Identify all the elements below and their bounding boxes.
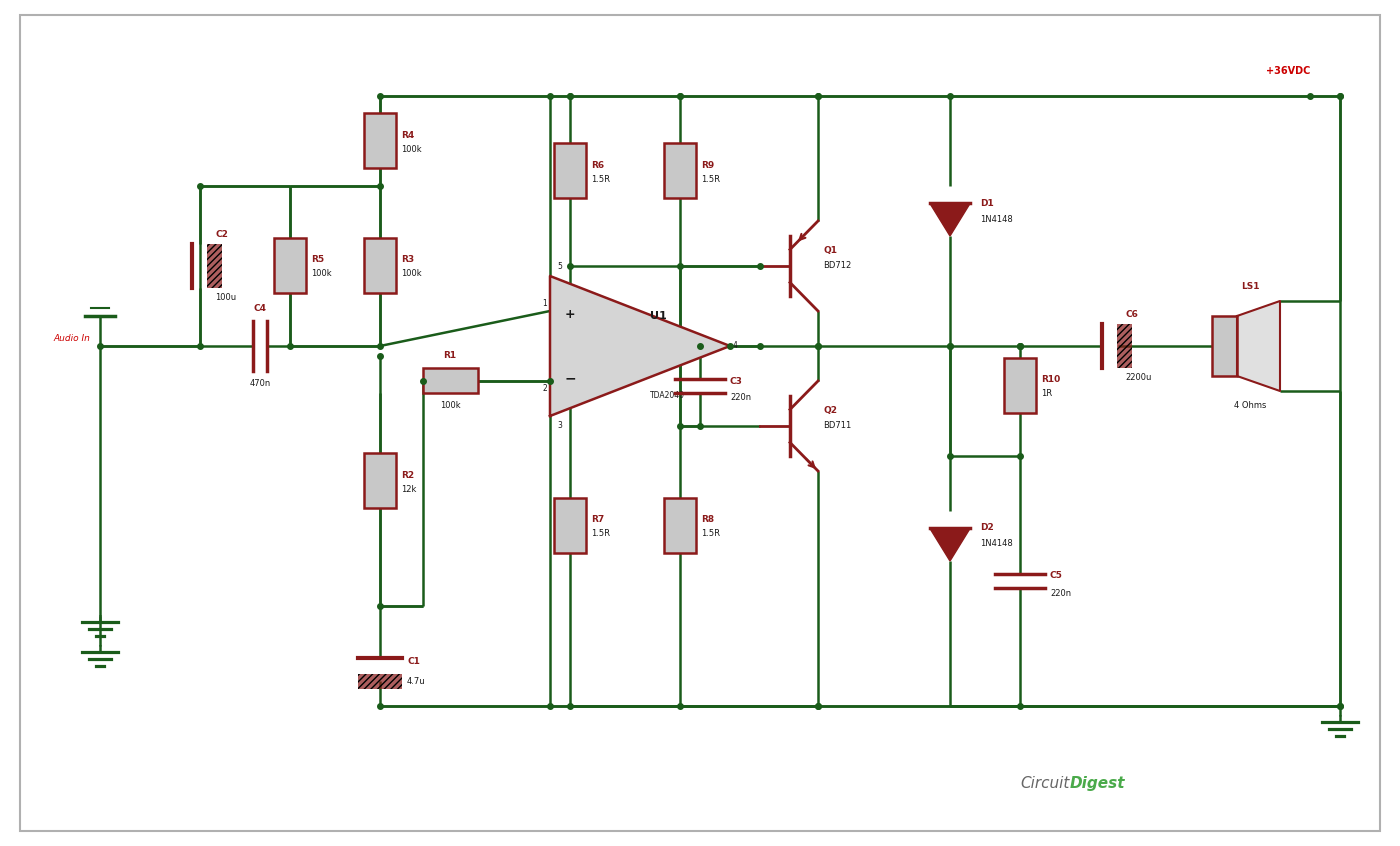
Text: 4.7u: 4.7u bbox=[407, 677, 426, 685]
Bar bbox=[364, 239, 396, 294]
Text: 2200u: 2200u bbox=[1126, 373, 1151, 382]
Text: R7: R7 bbox=[591, 515, 605, 525]
Polygon shape bbox=[930, 204, 970, 236]
Bar bbox=[554, 144, 587, 199]
Text: 100u: 100u bbox=[216, 293, 237, 302]
Text: 100k: 100k bbox=[400, 270, 421, 278]
Text: BD711: BD711 bbox=[823, 421, 851, 431]
Bar bbox=[358, 674, 402, 689]
Text: D2: D2 bbox=[980, 524, 994, 532]
Text: 470n: 470n bbox=[249, 379, 270, 388]
Text: 100k: 100k bbox=[440, 402, 461, 410]
Text: R5: R5 bbox=[311, 255, 325, 265]
Text: Audio In: Audio In bbox=[53, 334, 90, 343]
Bar bbox=[423, 369, 477, 393]
Text: −: − bbox=[566, 371, 577, 385]
Bar bbox=[664, 498, 696, 553]
Polygon shape bbox=[550, 276, 729, 416]
Text: 100k: 100k bbox=[311, 270, 332, 278]
Text: R3: R3 bbox=[400, 255, 414, 265]
Text: 1: 1 bbox=[542, 299, 547, 308]
Text: R6: R6 bbox=[591, 161, 605, 169]
Text: +36VDC: +36VDC bbox=[1266, 66, 1310, 76]
Text: LS1: LS1 bbox=[1240, 282, 1259, 291]
Text: Q1: Q1 bbox=[823, 246, 837, 255]
Text: R10: R10 bbox=[1042, 376, 1060, 384]
Text: R2: R2 bbox=[400, 470, 414, 480]
Text: C4: C4 bbox=[253, 304, 266, 313]
Bar bbox=[207, 244, 221, 288]
Polygon shape bbox=[1238, 301, 1280, 391]
Bar bbox=[1212, 316, 1238, 376]
Bar bbox=[364, 453, 396, 508]
Text: 1.5R: 1.5R bbox=[591, 174, 610, 184]
Bar bbox=[1117, 324, 1131, 368]
Text: D1: D1 bbox=[980, 199, 994, 207]
Text: 12k: 12k bbox=[400, 485, 416, 493]
Text: R9: R9 bbox=[701, 161, 714, 169]
Text: Q2: Q2 bbox=[823, 406, 837, 415]
Text: TDA2040: TDA2040 bbox=[650, 392, 685, 400]
Text: 3: 3 bbox=[557, 421, 563, 430]
Text: 1N4148: 1N4148 bbox=[980, 540, 1012, 548]
Text: 1.5R: 1.5R bbox=[701, 530, 720, 539]
Text: R4: R4 bbox=[400, 130, 414, 140]
Text: 4 Ohms: 4 Ohms bbox=[1233, 401, 1266, 410]
Text: 1.5R: 1.5R bbox=[591, 530, 610, 539]
Text: BD712: BD712 bbox=[823, 261, 851, 271]
Text: Circuit: Circuit bbox=[1021, 776, 1070, 791]
Text: 5: 5 bbox=[557, 262, 563, 271]
Text: 1R: 1R bbox=[1042, 389, 1053, 398]
Text: 1N4148: 1N4148 bbox=[980, 215, 1012, 223]
Text: C3: C3 bbox=[729, 376, 743, 386]
Text: 4: 4 bbox=[734, 342, 738, 350]
Text: +: + bbox=[566, 307, 575, 321]
Text: 220n: 220n bbox=[729, 393, 752, 403]
Bar bbox=[364, 113, 396, 168]
Bar bbox=[554, 498, 587, 553]
Bar bbox=[274, 239, 307, 294]
Text: 1.5R: 1.5R bbox=[701, 174, 720, 184]
Text: C5: C5 bbox=[1050, 572, 1063, 580]
Text: C2: C2 bbox=[216, 230, 228, 239]
Text: R1: R1 bbox=[444, 351, 456, 360]
Polygon shape bbox=[930, 529, 970, 561]
Text: C1: C1 bbox=[407, 656, 420, 666]
Text: R8: R8 bbox=[701, 515, 714, 525]
Text: 100k: 100k bbox=[400, 145, 421, 153]
Text: 220n: 220n bbox=[1050, 589, 1071, 597]
Text: Digest: Digest bbox=[1070, 776, 1126, 791]
Bar bbox=[664, 144, 696, 199]
Text: C6: C6 bbox=[1126, 310, 1138, 319]
Text: 2: 2 bbox=[542, 384, 547, 393]
Text: U1: U1 bbox=[650, 311, 666, 321]
Bar bbox=[1004, 359, 1036, 414]
